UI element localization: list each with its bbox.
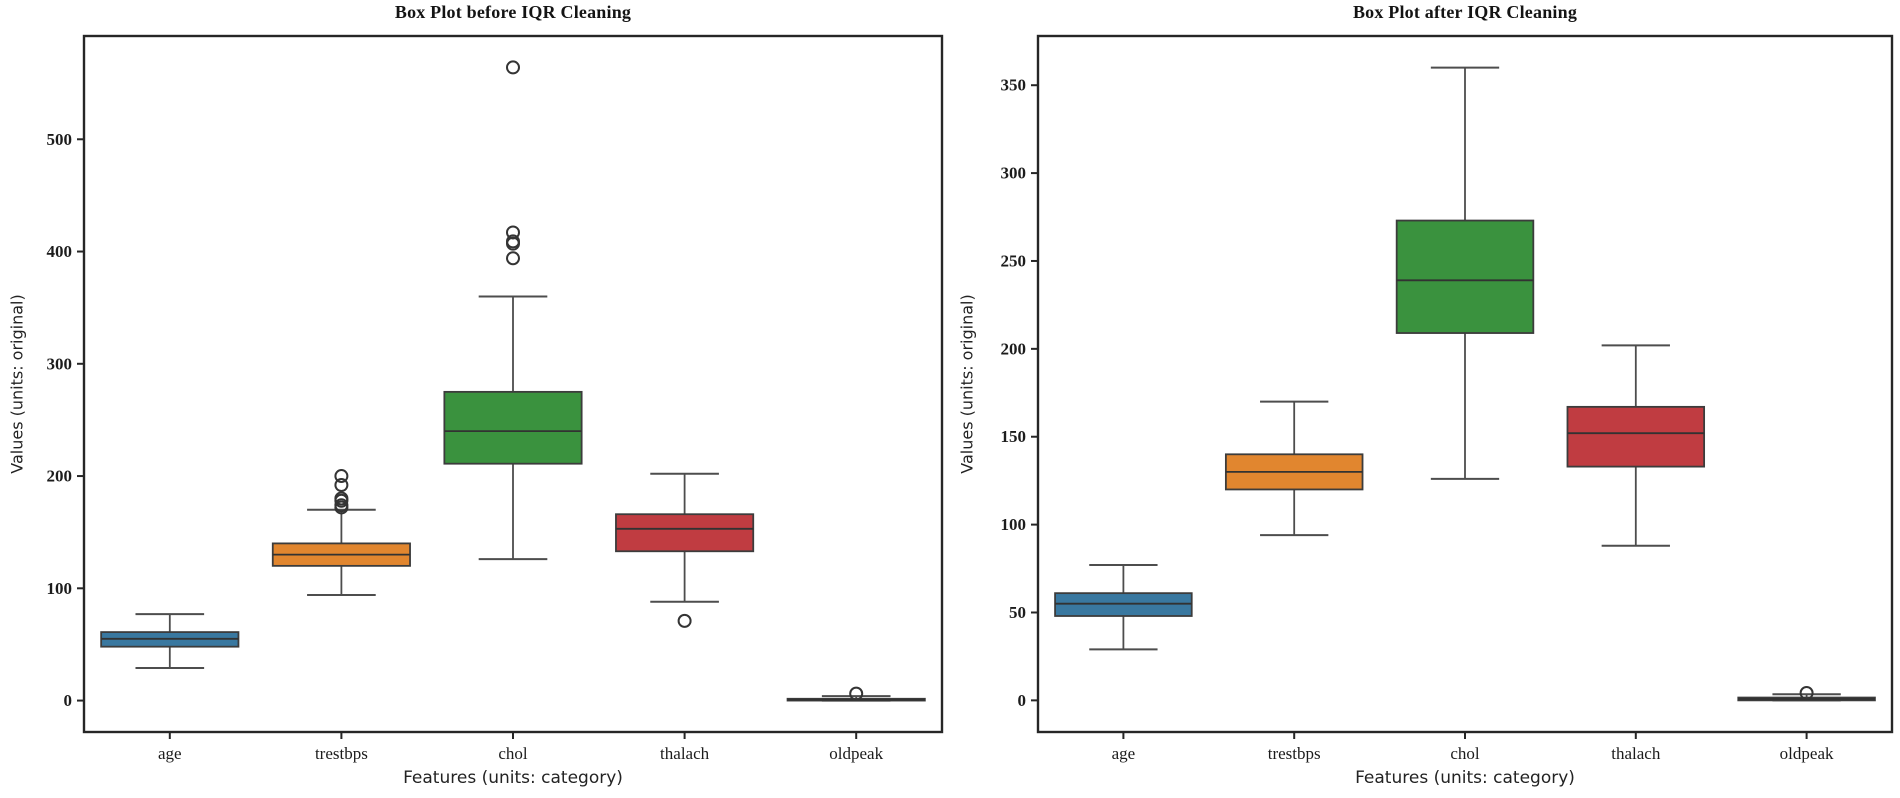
y-tick-label: 200 bbox=[47, 467, 73, 486]
iqr-box bbox=[1395, 219, 1535, 334]
outlier-point bbox=[334, 478, 349, 493]
outlier-point bbox=[334, 498, 349, 513]
outlier-point bbox=[849, 686, 864, 701]
box-age bbox=[1054, 564, 1193, 651]
y-tick-label: 0 bbox=[64, 691, 73, 710]
box-chol bbox=[443, 60, 583, 561]
box-age bbox=[100, 613, 240, 670]
y-tick-label: 100 bbox=[47, 579, 73, 598]
box-thalach bbox=[615, 472, 755, 628]
x-tick-label: age bbox=[1112, 744, 1136, 763]
x-tick-label: age bbox=[158, 744, 182, 763]
y-tick-label: 500 bbox=[47, 130, 73, 149]
x-tick-label: chol bbox=[1450, 744, 1480, 763]
y-tick-label: 300 bbox=[1001, 164, 1027, 183]
right-y-axis-label-text: Values (units: original) bbox=[957, 294, 977, 474]
x-tick-label: trestbps bbox=[315, 744, 368, 763]
outlier-point bbox=[506, 225, 520, 240]
x-tick-label: chol bbox=[498, 744, 528, 763]
y-tick-label: 100 bbox=[1001, 515, 1027, 534]
y-tick-label: 250 bbox=[1001, 251, 1027, 270]
x-tick-label: oldpeak bbox=[1780, 744, 1834, 763]
left-x-axis-label: Features (units: category) bbox=[403, 768, 623, 788]
outlier-point bbox=[334, 469, 349, 484]
left-y-axis-label-text: Values (units: original) bbox=[7, 294, 27, 474]
outlier-point bbox=[1799, 685, 1814, 700]
left-chart-title: Box Plot before IQR Cleaning bbox=[394, 2, 632, 22]
y-tick-label: 400 bbox=[47, 242, 73, 261]
x-tick-label: trestbps bbox=[1268, 744, 1321, 763]
axes-frame bbox=[82, 34, 944, 734]
x-tick-label: thalach bbox=[660, 744, 710, 763]
iqr-box bbox=[1566, 405, 1706, 468]
outlier-point bbox=[677, 613, 692, 628]
right-chart-title: Box Plot after IQR Cleaning bbox=[1352, 2, 1578, 22]
iqr-box bbox=[615, 513, 755, 553]
y-tick-label: 0 bbox=[1018, 691, 1027, 710]
axes-frame bbox=[1036, 34, 1894, 734]
box-trestbps bbox=[271, 469, 411, 597]
boxplot-after: 0 50 100 150 200 250 300 350 age trestbps chol thal… bbox=[1001, 34, 1894, 763]
right-x-axis-label: Features (units: category) bbox=[1355, 768, 1575, 788]
outlier-point bbox=[506, 251, 520, 266]
y-tick-label: 350 bbox=[1001, 76, 1027, 95]
outlier-point bbox=[334, 491, 349, 506]
box-chol bbox=[1395, 66, 1535, 480]
y-tick-label: 300 bbox=[47, 354, 73, 373]
box-oldpeak bbox=[786, 686, 926, 702]
y-tick-label: 50 bbox=[1009, 603, 1026, 622]
boxplot-before: 0 100 200 300 400 500 age trestbps chol thalach ol… bbox=[47, 34, 944, 763]
box-thalach bbox=[1566, 344, 1706, 547]
x-tick-label: oldpeak bbox=[829, 744, 883, 763]
y-tick-label: 200 bbox=[1001, 339, 1027, 358]
outlier-point bbox=[506, 60, 520, 75]
box-oldpeak bbox=[1737, 685, 1876, 702]
outlier-point bbox=[506, 234, 520, 249]
box-trestbps bbox=[1224, 400, 1364, 537]
y-tick-label: 150 bbox=[1001, 427, 1027, 446]
iqr-box bbox=[443, 390, 583, 465]
x-tick-label: thalach bbox=[1611, 744, 1661, 763]
